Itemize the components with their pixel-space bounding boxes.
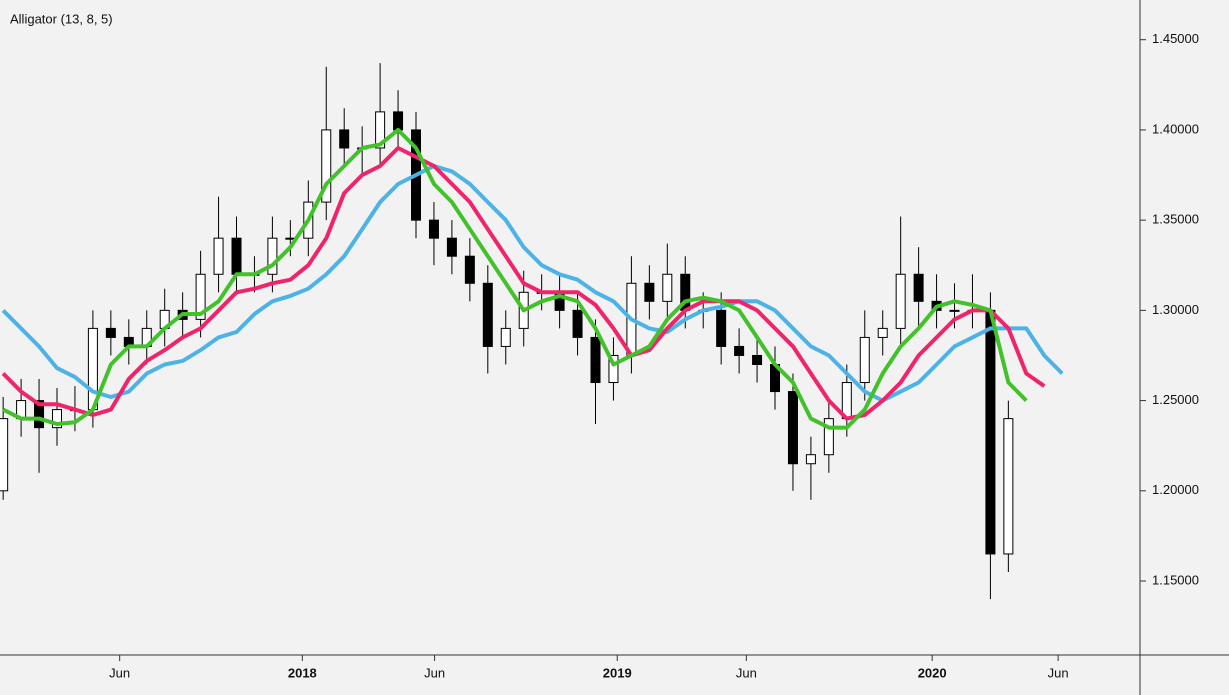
candle-body bbox=[464, 255, 475, 284]
x-tick-label: Jun bbox=[1048, 665, 1069, 680]
candle-body bbox=[446, 237, 457, 257]
candle-body bbox=[662, 273, 673, 302]
candle-body bbox=[572, 309, 583, 338]
candle-body bbox=[644, 282, 655, 302]
candle-body bbox=[752, 354, 763, 365]
y-tick-label: 1.15000 bbox=[1152, 572, 1199, 587]
candle-body bbox=[1003, 418, 1014, 555]
candle-body bbox=[34, 400, 45, 429]
candle-body bbox=[895, 273, 906, 329]
y-tick-label: 1.40000 bbox=[1152, 121, 1199, 136]
candle-body bbox=[985, 309, 996, 555]
y-tick-label: 1.35000 bbox=[1152, 212, 1199, 227]
candle-body bbox=[500, 327, 511, 347]
candle-body bbox=[590, 336, 601, 384]
candle-body bbox=[859, 336, 870, 384]
candle-body bbox=[321, 129, 332, 203]
alligator-line bbox=[1, 146, 1046, 421]
x-tick-label: Jun bbox=[109, 665, 130, 680]
candle-body bbox=[482, 282, 493, 347]
candle-body bbox=[877, 327, 888, 338]
candle-body bbox=[339, 129, 350, 149]
candle-body bbox=[267, 237, 278, 275]
y-tick-label: 1.45000 bbox=[1152, 31, 1199, 46]
candle-body bbox=[213, 237, 224, 275]
candle-body bbox=[608, 354, 619, 384]
candle-body bbox=[231, 237, 242, 275]
candle-body bbox=[393, 111, 404, 131]
y-tick-label: 1.25000 bbox=[1152, 392, 1199, 407]
candle-body bbox=[52, 409, 62, 429]
alligator-line bbox=[2, 127, 1028, 430]
candle-body bbox=[734, 345, 745, 356]
chart-title: Alligator (13, 8, 5) bbox=[10, 11, 113, 26]
y-tick-label: 1.30000 bbox=[1152, 302, 1199, 317]
candle-body bbox=[105, 327, 116, 338]
candle-body bbox=[823, 418, 834, 456]
candle-body bbox=[375, 111, 386, 149]
candle-body bbox=[428, 219, 439, 239]
candle-body bbox=[913, 273, 924, 302]
candle-body bbox=[195, 273, 206, 320]
candle-body bbox=[787, 391, 798, 465]
x-tick-label: 2018 bbox=[288, 665, 317, 680]
candle-body bbox=[716, 309, 727, 347]
x-tick-label: 2019 bbox=[603, 665, 632, 680]
candle-body bbox=[0, 418, 9, 492]
candle-body bbox=[805, 454, 816, 465]
x-tick-label: Jun bbox=[736, 665, 757, 680]
y-tick-label: 1.20000 bbox=[1152, 482, 1199, 497]
x-tick-label: 2020 bbox=[918, 665, 947, 680]
candle-body bbox=[949, 309, 960, 312]
x-tick-label: Jun bbox=[424, 665, 445, 680]
